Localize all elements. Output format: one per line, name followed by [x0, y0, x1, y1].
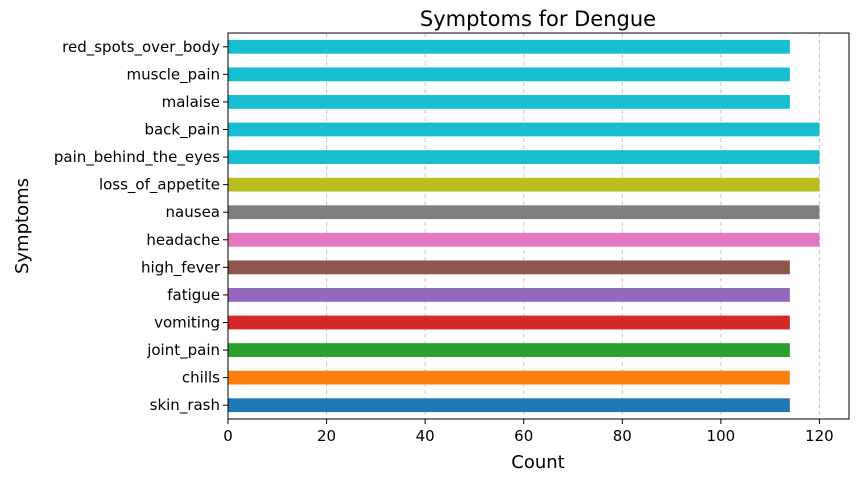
- y-tick-label: pain_behind_the_eyes: [54, 148, 220, 167]
- y-tick-label: red_spots_over_body: [62, 38, 220, 57]
- bar: [228, 315, 790, 330]
- bar: [228, 343, 790, 357]
- y-tick-label: chills: [182, 369, 220, 387]
- grid-lines: [227, 33, 820, 419]
- bar: [228, 177, 820, 192]
- y-tick-label: back_pain: [144, 121, 220, 140]
- bar: [228, 288, 790, 302]
- y-tick-label: nausea: [166, 203, 220, 221]
- y-tick-label: loss_of_appetite: [99, 176, 220, 195]
- bar: [228, 398, 790, 413]
- y-tick-label: joint_pain: [146, 341, 220, 360]
- bar: [228, 150, 820, 164]
- bar: [228, 205, 820, 220]
- x-tick-label: 40: [416, 427, 435, 445]
- x-axis-ticks: 0 20 40 60 80 100 120: [223, 419, 834, 445]
- x-tick-label: 80: [613, 427, 632, 445]
- y-tick-label: skin_rash: [150, 396, 220, 415]
- bars: [228, 39, 820, 413]
- x-tick-label: 120: [805, 427, 834, 445]
- bar: [228, 232, 820, 247]
- y-tick-label: high_fever: [141, 258, 221, 277]
- bar: [228, 122, 820, 137]
- y-tick-label: vomiting: [154, 314, 220, 332]
- y-tick-label: muscle_pain: [127, 65, 220, 84]
- x-axis-title: Count: [511, 452, 564, 473]
- bar: [228, 260, 790, 275]
- x-tick-label: 100: [707, 427, 736, 445]
- x-tick-label: 20: [317, 427, 336, 445]
- bar: [228, 67, 790, 82]
- y-axis-ticks: skin_rash chills joint_pain vomiting fatigue…: [54, 38, 228, 415]
- plot-frame: [227, 32, 850, 420]
- y-tick-label: malaise: [162, 93, 220, 111]
- bar: [228, 39, 790, 54]
- chart-title: Symptoms for Dengue: [420, 7, 656, 31]
- y-tick-label: fatigue: [167, 286, 220, 304]
- x-tick-label: 60: [514, 427, 533, 445]
- x-tick-label: 0: [223, 427, 233, 445]
- bar: [228, 95, 790, 109]
- bar: [228, 370, 790, 385]
- y-tick-label: headache: [146, 231, 220, 249]
- y-axis-title: Symptoms: [12, 178, 33, 274]
